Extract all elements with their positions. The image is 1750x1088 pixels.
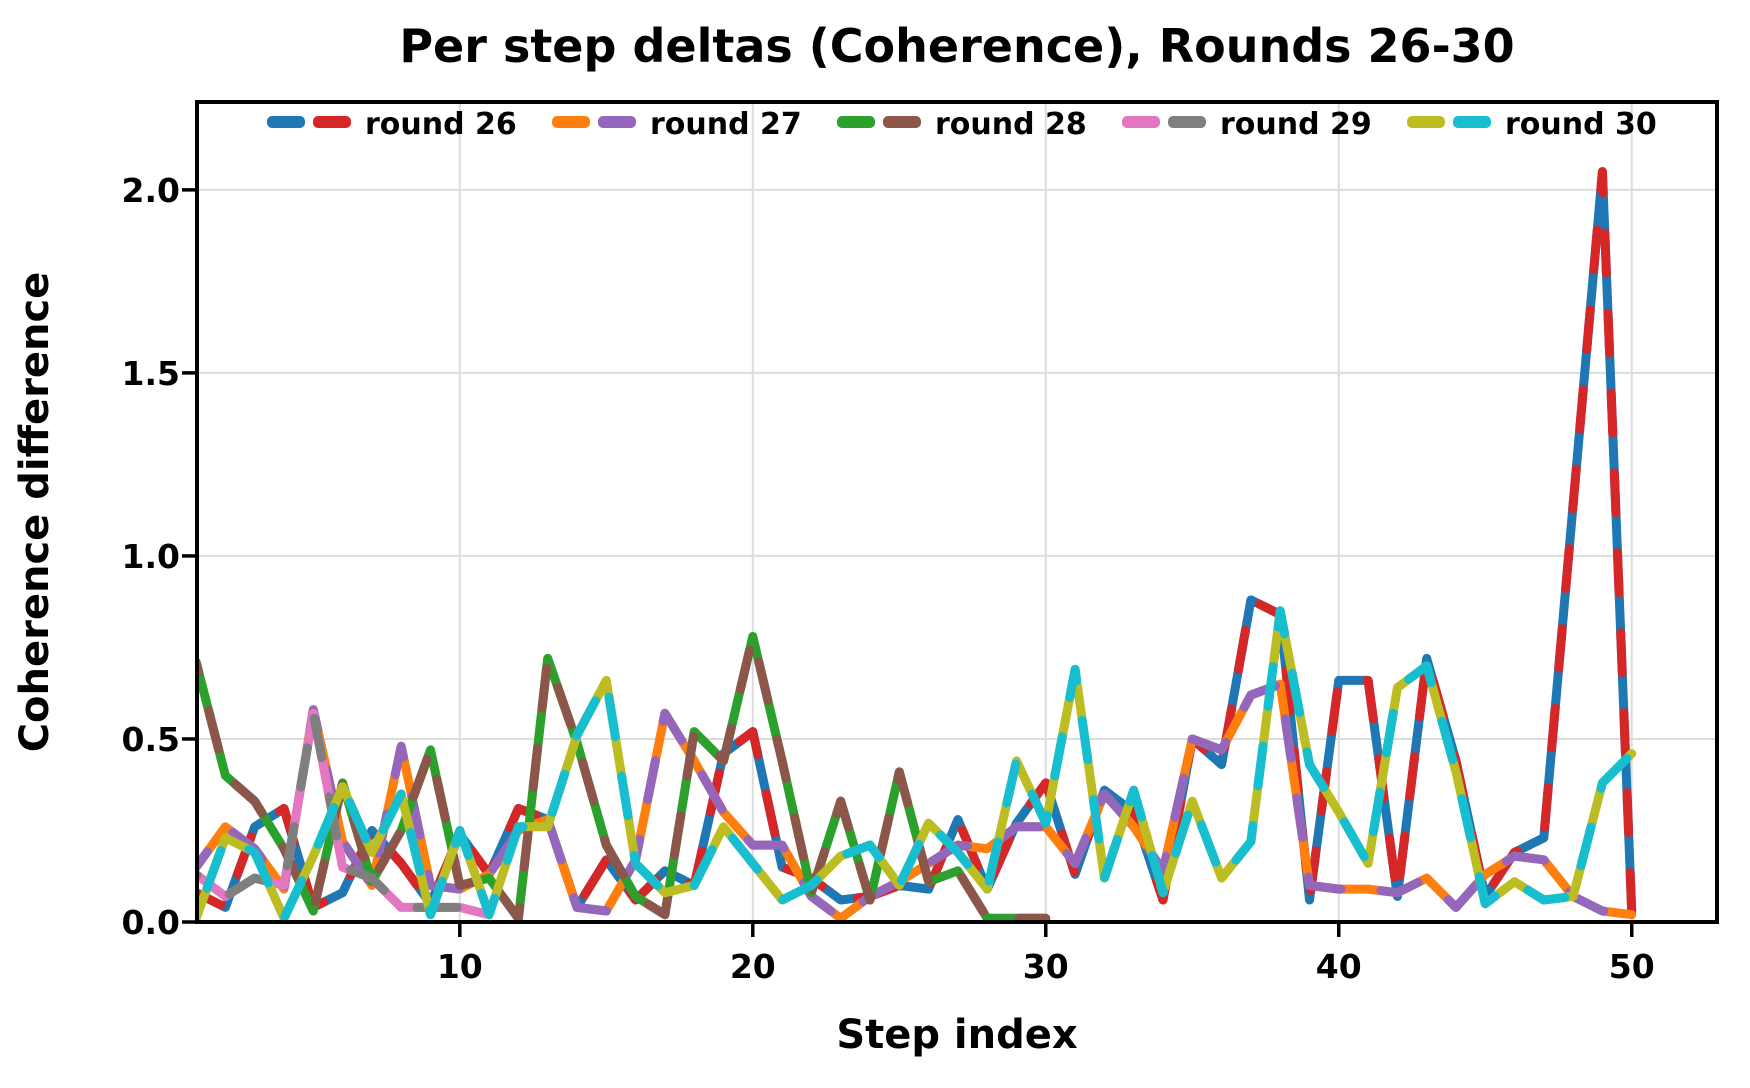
legend-label: round 27 bbox=[650, 107, 802, 142]
legend-swatch bbox=[1453, 116, 1491, 128]
x-tick-label: 30 bbox=[1023, 947, 1069, 986]
series-line-dash-round-30 bbox=[195, 606, 1637, 923]
legend-swatch bbox=[1407, 116, 1445, 128]
legend-swatch bbox=[552, 116, 590, 128]
y-tick-label: 0.5 bbox=[122, 720, 180, 759]
legend-swatch bbox=[598, 116, 636, 128]
gridlines bbox=[197, 102, 1717, 922]
plot-border bbox=[195, 100, 1719, 924]
y-axis-label: Coherence difference bbox=[12, 272, 58, 753]
legend: round 26 round 27 round 28 round 29 round 30 bbox=[267, 107, 1657, 142]
x-tick-label: 50 bbox=[1609, 947, 1655, 986]
legend-swatch bbox=[1122, 116, 1160, 128]
legend-swatch bbox=[1168, 116, 1206, 128]
series-line-dash-round-29 bbox=[195, 708, 494, 920]
legend-label: round 26 bbox=[365, 107, 517, 142]
y-tick-label: 1.0 bbox=[122, 537, 180, 576]
legend-swatch bbox=[267, 116, 305, 128]
chart-title: Per step deltas (Coherence), Rounds 26-3… bbox=[399, 19, 1514, 73]
axis-ticks: 10 20 30 40 50 0.0 0.5 1.0 1.5 2.0 bbox=[122, 171, 1655, 986]
x-tick-label: 20 bbox=[730, 947, 776, 986]
data-series-lines bbox=[195, 167, 1637, 923]
x-tick-label: 10 bbox=[437, 947, 483, 986]
legend-swatch bbox=[313, 116, 351, 128]
y-tick-label: 0.0 bbox=[122, 903, 180, 942]
y-tick-label: 2.0 bbox=[122, 171, 180, 210]
series-line-dash-round-27 bbox=[195, 679, 1637, 923]
legend-label: round 29 bbox=[1220, 107, 1372, 142]
legend-swatch bbox=[883, 116, 921, 128]
legend-label: round 28 bbox=[935, 107, 1087, 142]
y-tick-label: 1.5 bbox=[122, 354, 180, 393]
legend-swatch bbox=[837, 116, 875, 128]
x-axis-label: Step index bbox=[836, 1012, 1078, 1058]
legend-label: round 30 bbox=[1505, 107, 1657, 142]
x-tick-label: 40 bbox=[1316, 947, 1362, 986]
